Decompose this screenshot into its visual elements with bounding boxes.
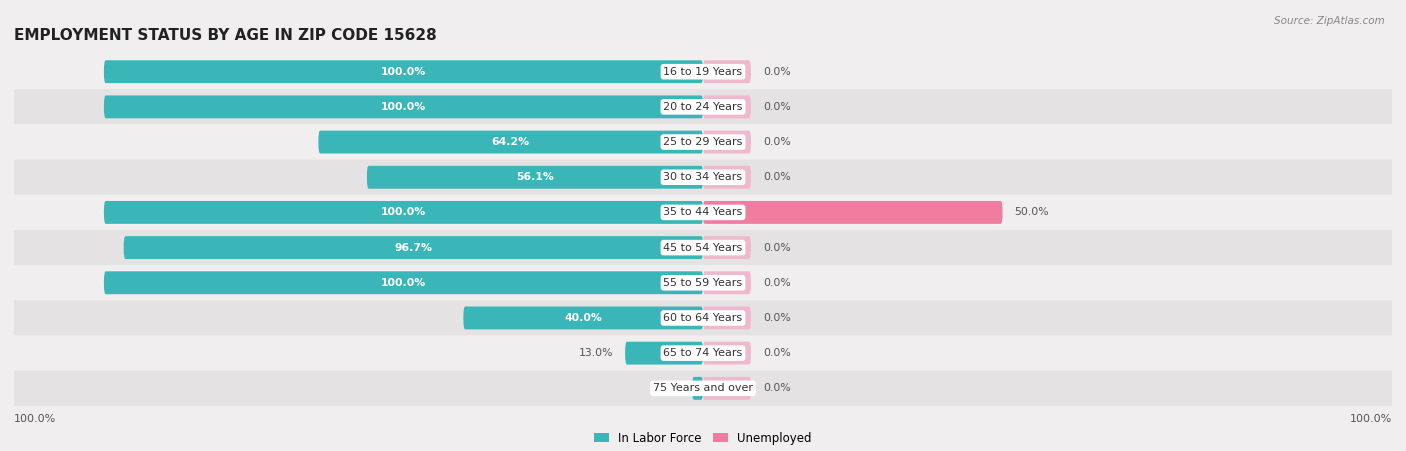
FancyBboxPatch shape — [703, 60, 751, 83]
FancyBboxPatch shape — [703, 236, 751, 259]
Text: 0.0%: 0.0% — [763, 102, 790, 112]
Text: 60 to 64 Years: 60 to 64 Years — [664, 313, 742, 323]
FancyBboxPatch shape — [367, 166, 703, 189]
Text: 55 to 59 Years: 55 to 59 Years — [664, 278, 742, 288]
Text: 0.0%: 0.0% — [763, 348, 790, 358]
Text: 20 to 24 Years: 20 to 24 Years — [664, 102, 742, 112]
FancyBboxPatch shape — [464, 307, 703, 329]
FancyBboxPatch shape — [14, 89, 1392, 124]
FancyBboxPatch shape — [124, 236, 703, 259]
Text: 1.8%: 1.8% — [652, 383, 681, 393]
Text: 50.0%: 50.0% — [1015, 207, 1049, 217]
FancyBboxPatch shape — [626, 342, 703, 364]
FancyBboxPatch shape — [703, 131, 751, 153]
Text: 0.0%: 0.0% — [763, 172, 790, 182]
FancyBboxPatch shape — [318, 131, 703, 153]
Text: 100.0%: 100.0% — [381, 102, 426, 112]
Text: 0.0%: 0.0% — [763, 278, 790, 288]
Text: 96.7%: 96.7% — [394, 243, 433, 253]
FancyBboxPatch shape — [14, 124, 1392, 160]
Text: 0.0%: 0.0% — [763, 313, 790, 323]
FancyBboxPatch shape — [703, 377, 751, 400]
FancyBboxPatch shape — [14, 160, 1392, 195]
Text: 0.0%: 0.0% — [763, 243, 790, 253]
Text: 30 to 34 Years: 30 to 34 Years — [664, 172, 742, 182]
FancyBboxPatch shape — [104, 272, 703, 294]
Text: Source: ZipAtlas.com: Source: ZipAtlas.com — [1274, 16, 1385, 26]
FancyBboxPatch shape — [14, 195, 1392, 230]
FancyBboxPatch shape — [14, 371, 1392, 406]
Text: EMPLOYMENT STATUS BY AGE IN ZIP CODE 15628: EMPLOYMENT STATUS BY AGE IN ZIP CODE 156… — [14, 28, 437, 43]
Text: 0.0%: 0.0% — [763, 383, 790, 393]
Text: 64.2%: 64.2% — [492, 137, 530, 147]
Text: 0.0%: 0.0% — [763, 67, 790, 77]
Text: 75 Years and over: 75 Years and over — [652, 383, 754, 393]
Legend: In Labor Force, Unemployed: In Labor Force, Unemployed — [589, 427, 817, 449]
FancyBboxPatch shape — [703, 166, 751, 189]
Text: 13.0%: 13.0% — [579, 348, 613, 358]
Text: 56.1%: 56.1% — [516, 172, 554, 182]
FancyBboxPatch shape — [703, 272, 751, 294]
FancyBboxPatch shape — [703, 342, 751, 364]
Text: 65 to 74 Years: 65 to 74 Years — [664, 348, 742, 358]
Text: 100.0%: 100.0% — [381, 67, 426, 77]
FancyBboxPatch shape — [703, 201, 1002, 224]
Text: 25 to 29 Years: 25 to 29 Years — [664, 137, 742, 147]
FancyBboxPatch shape — [14, 230, 1392, 265]
Text: 40.0%: 40.0% — [564, 313, 602, 323]
FancyBboxPatch shape — [104, 60, 703, 83]
Text: 100.0%: 100.0% — [1350, 414, 1392, 423]
FancyBboxPatch shape — [14, 300, 1392, 336]
FancyBboxPatch shape — [703, 307, 751, 329]
Text: 100.0%: 100.0% — [14, 414, 56, 423]
Text: 100.0%: 100.0% — [381, 278, 426, 288]
Text: 16 to 19 Years: 16 to 19 Years — [664, 67, 742, 77]
FancyBboxPatch shape — [692, 377, 703, 400]
Text: 45 to 54 Years: 45 to 54 Years — [664, 243, 742, 253]
FancyBboxPatch shape — [14, 336, 1392, 371]
FancyBboxPatch shape — [14, 54, 1392, 89]
FancyBboxPatch shape — [104, 96, 703, 118]
Text: 35 to 44 Years: 35 to 44 Years — [664, 207, 742, 217]
FancyBboxPatch shape — [703, 96, 751, 118]
FancyBboxPatch shape — [14, 265, 1392, 300]
Text: 0.0%: 0.0% — [763, 137, 790, 147]
FancyBboxPatch shape — [104, 201, 703, 224]
Text: 100.0%: 100.0% — [381, 207, 426, 217]
